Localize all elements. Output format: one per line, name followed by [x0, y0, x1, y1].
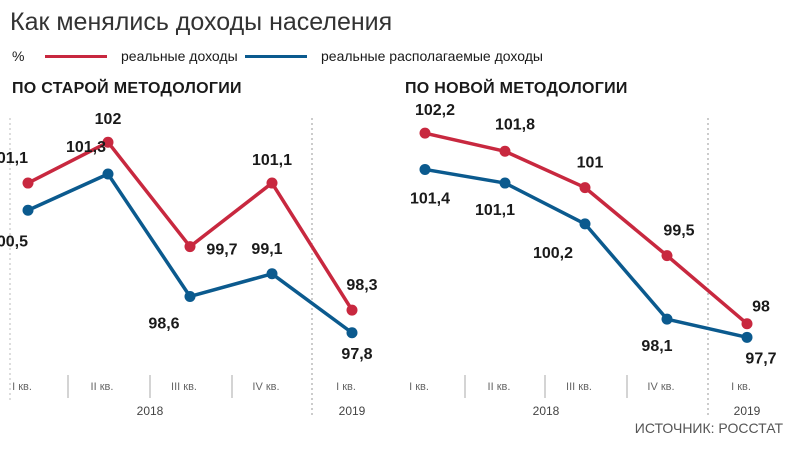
- data-point: [184, 241, 196, 253]
- data-point: [419, 163, 431, 175]
- data-point: [346, 304, 358, 316]
- year-label: 2019: [734, 404, 761, 418]
- data-label: 101,8: [495, 116, 535, 133]
- x-tick-label: II кв.: [91, 381, 114, 393]
- data-label: 98,3: [346, 277, 377, 294]
- legend-item-real-income: реальные доходы: [45, 48, 238, 64]
- x-tick-label: I кв.: [336, 381, 356, 393]
- data-point: [661, 250, 673, 262]
- data-point: [499, 145, 511, 157]
- data-point: [579, 218, 591, 230]
- x-tick-label: III кв.: [171, 381, 197, 393]
- year-label: 2018: [137, 404, 164, 418]
- data-point: [661, 313, 673, 325]
- x-tick-label: IV кв.: [252, 381, 279, 393]
- data-point: [499, 177, 511, 189]
- year-label: 2018: [533, 404, 560, 418]
- data-label: 99,5: [663, 223, 694, 240]
- year-label: 2019: [339, 404, 366, 418]
- legend-label-real: реальные доходы: [121, 48, 238, 64]
- data-point: [346, 327, 358, 339]
- data-label: 99,7: [206, 242, 237, 259]
- data-point: [579, 182, 591, 194]
- data-point: [22, 177, 34, 189]
- data-label: 99,1: [251, 241, 282, 258]
- data-point: [184, 290, 196, 302]
- data-label: 98: [752, 299, 770, 316]
- data-label: 98,6: [148, 315, 179, 332]
- data-label: 102,2: [415, 102, 455, 119]
- x-tick-label: IV кв.: [647, 381, 674, 393]
- data-point: [419, 127, 431, 139]
- data-label: 101,1: [475, 202, 515, 219]
- data-point: [741, 331, 753, 343]
- data-label: 100,2: [533, 245, 573, 262]
- data-label: 98,1: [641, 338, 672, 355]
- legend-item-disposable-income: реальные располагаемые доходы: [245, 48, 543, 64]
- series-line-real: [27, 140, 354, 312]
- x-tick-label: I кв.: [731, 381, 751, 393]
- data-point: [102, 168, 114, 180]
- series-line-disposable: [424, 167, 748, 340]
- chart-title: Как менялись доходы населения: [10, 8, 393, 36]
- legend-label-disposable: реальные располагаемые доходы: [321, 48, 543, 64]
- source-note: ИСТОЧНИК: РОССТАТ: [634, 420, 783, 436]
- data-label: 101,4: [410, 190, 450, 207]
- data-label: 101: [577, 155, 604, 172]
- data-label: 101,3: [66, 139, 106, 156]
- data-point: [741, 318, 753, 330]
- data-label: 101,1: [252, 152, 292, 169]
- data-label: 102: [95, 111, 122, 128]
- series-line-disposable: [27, 172, 354, 335]
- unit-label: %: [12, 48, 25, 64]
- x-tick-label: I кв.: [12, 381, 32, 393]
- data-label: 101,1: [0, 150, 28, 167]
- legend-swatch-real: [45, 54, 107, 58]
- data-label: 97,8: [341, 346, 372, 363]
- panel-title-new: ПО НОВОЙ МЕТОДОЛОГИИ: [405, 80, 628, 97]
- legend-swatch-disposable: [245, 54, 307, 58]
- data-point: [266, 268, 278, 280]
- data-label: 97,7: [745, 350, 776, 367]
- x-tick-label: I кв.: [409, 381, 429, 393]
- data-label: 100,5: [0, 233, 28, 250]
- panel-title-old: ПО СТАРОЙ МЕТОДОЛОГИИ: [12, 80, 242, 97]
- x-tick-label: II кв.: [488, 381, 511, 393]
- data-point: [266, 177, 278, 189]
- data-point: [102, 136, 114, 148]
- data-point: [22, 204, 34, 216]
- x-tick-label: III кв.: [566, 381, 592, 393]
